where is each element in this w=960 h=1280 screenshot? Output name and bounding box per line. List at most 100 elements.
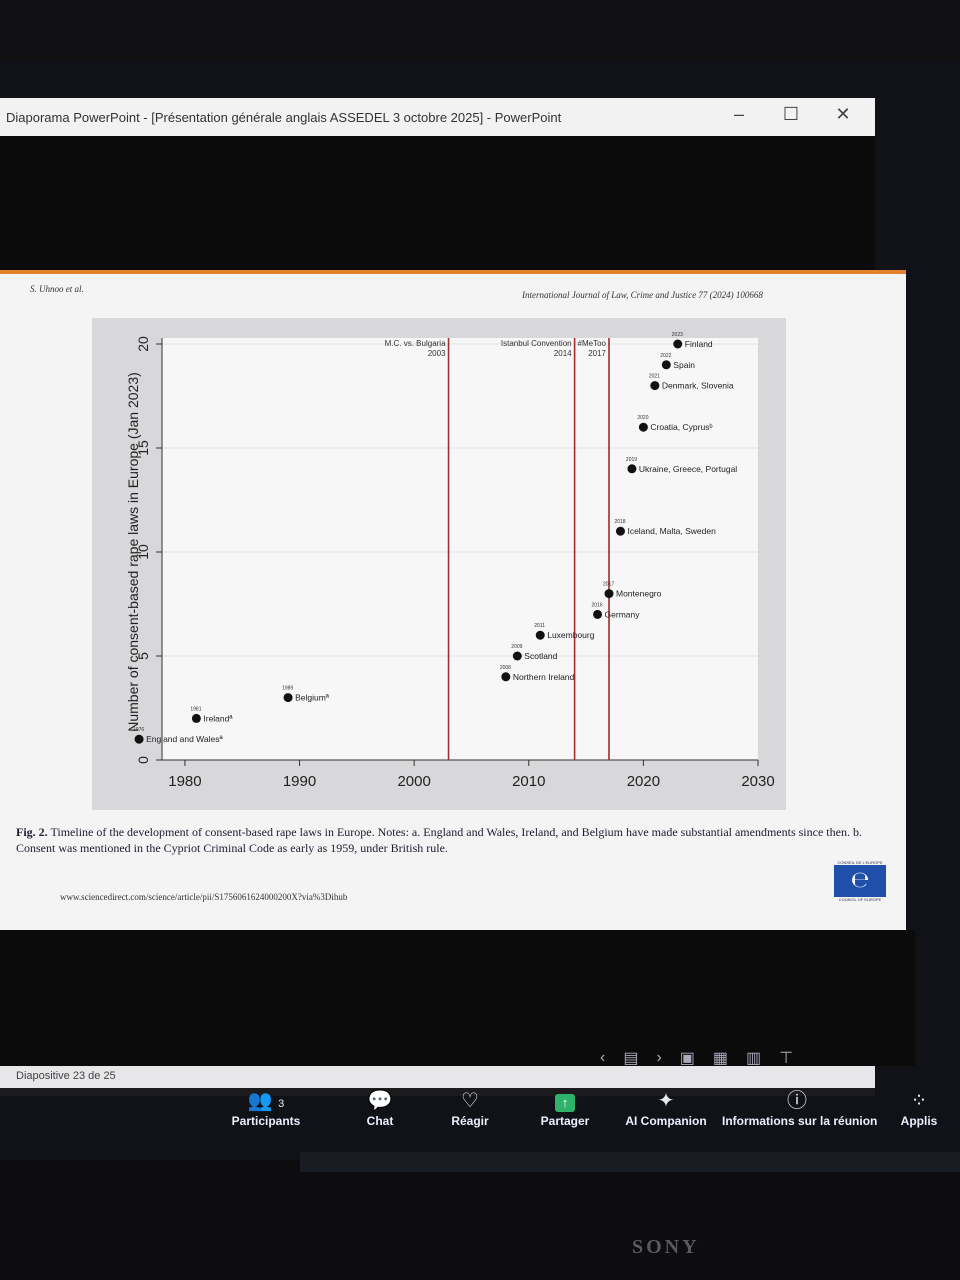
status-bar: Diapositive 23 de 25: [0, 1066, 875, 1088]
figure-caption: Fig. 2. Timeline of the development of c…: [16, 824, 896, 856]
event-line-label: #MeToo: [578, 339, 607, 348]
slide-accent-bar: [0, 270, 906, 274]
data-point: [627, 464, 637, 474]
ai-companion-button[interactable]: ✦ AI Companion: [618, 1088, 714, 1128]
slide-navigation: ‹ ▤ › ▣ ▦ ▥ ⊤: [600, 1046, 900, 1070]
data-point-label: Scotland: [524, 651, 557, 661]
x-tick-label: 2010: [512, 773, 545, 790]
window-title: Diaporama PowerPoint - [Présentation gén…: [6, 109, 562, 125]
event-line-year: 2014: [554, 349, 572, 358]
data-point-year: 2021: [649, 374, 660, 380]
heart-icon: ♡: [461, 1090, 479, 1112]
share-button[interactable]: ↑ Partager: [530, 1088, 600, 1128]
react-button[interactable]: ♡ Réagir: [440, 1088, 500, 1128]
close-button[interactable]: ✕: [835, 104, 851, 124]
data-point-year: 2023: [672, 332, 683, 338]
participants-icon: 👥: [247, 1090, 273, 1112]
previous-slide-button[interactable]: ‹: [600, 1049, 606, 1066]
meeting-info-label: Informations sur la réunion: [722, 1114, 878, 1128]
data-point-label: Luxembourg: [547, 630, 595, 640]
x-tick-label: 2020: [627, 773, 660, 790]
data-point-label: Irelandª: [203, 713, 233, 723]
data-point: [638, 422, 648, 432]
data-point: [501, 672, 511, 682]
reading-view-icon[interactable]: ▥: [746, 1050, 762, 1067]
event-line-year: 2017: [588, 349, 606, 358]
data-point-year: 2019: [626, 457, 637, 463]
data-point-year: 2022: [660, 353, 671, 359]
maximize-button[interactable]: ☐: [782, 104, 800, 124]
data-point-year: 1989: [282, 686, 293, 692]
data-point: [535, 630, 545, 640]
participants-button[interactable]: 👥 3 Participants: [226, 1088, 306, 1128]
caption-text: Timeline of the development of consent-b…: [16, 825, 862, 855]
minimize-button[interactable]: –: [733, 104, 744, 124]
journal-reference: International Journal of Law, Crime and …: [522, 290, 763, 300]
participants-count: 3: [278, 1098, 285, 1110]
y-tick-label: 0: [135, 756, 151, 764]
normal-view-icon[interactable]: ▣: [679, 1050, 695, 1067]
react-label: Réagir: [451, 1114, 489, 1128]
y-tick-label: 20: [135, 336, 151, 352]
meeting-info-button[interactable]: ⓘ Informations sur la réunion: [722, 1088, 878, 1128]
data-point: [650, 381, 660, 391]
data-point-label: Northern Ireland: [513, 672, 575, 682]
chat-label: Chat: [366, 1114, 394, 1128]
slide-canvas: S. Uhnoo et al. International Journal of…: [0, 270, 906, 930]
slideshow-icon[interactable]: ⊤: [779, 1050, 794, 1067]
timeline-chart: 0 5 10 15 20 1980 1990 2000 2010 2020 2030 Number o…: [125, 332, 775, 790]
next-slide-button[interactable]: ›: [656, 1049, 662, 1066]
data-point-label: Iceland, Malta, Sweden: [627, 526, 716, 536]
data-point: [283, 693, 293, 703]
x-tick-label: 2030: [741, 773, 774, 790]
x-tick-label: 1990: [283, 773, 316, 790]
x-tick-label: 2000: [397, 773, 430, 790]
y-tick-label: 5: [135, 652, 151, 660]
data-point: [191, 713, 201, 723]
source-url[interactable]: www.sciencedirect.com/science/article/pi…: [60, 892, 348, 902]
logo-icon: ℮: [834, 865, 886, 897]
data-point-year: 2011: [534, 623, 545, 629]
slides-grid-icon[interactable]: ▤: [623, 1050, 639, 1067]
apps-icon: ⁘: [910, 1090, 928, 1112]
chat-icon: 💬: [367, 1090, 393, 1112]
y-axis-label: Number of consent-based rape laws in Eur…: [125, 372, 141, 732]
data-point-label: Finland: [685, 339, 713, 349]
apps-label: Applis: [900, 1114, 938, 1128]
data-point: [134, 734, 144, 744]
data-point-year: 2017: [603, 582, 614, 588]
slide-counter: Diapositive 23 de 25: [16, 1070, 116, 1082]
data-point-label: Belgiumª: [295, 693, 330, 703]
data-point-label: Spain: [673, 360, 695, 370]
logo-bottom-text: COUNCIL OF EUROPE: [838, 897, 882, 902]
caption-label: Fig. 2.: [16, 825, 48, 839]
ai-companion-label: AI Companion: [625, 1114, 707, 1128]
data-point-year: 2008: [500, 665, 511, 671]
presenter-bottom-area: [0, 930, 915, 1066]
data-point-year: 2020: [637, 415, 648, 421]
slide-sorter-icon[interactable]: ▦: [712, 1050, 729, 1067]
data-point-year: 1981: [190, 706, 201, 712]
paper-authors: S. Uhnoo et al.: [30, 284, 84, 294]
council-of-europe-logo: CONSEIL DE L'EUROPE ℮ COUNCIL OF EUROPE: [834, 860, 886, 904]
chat-button[interactable]: 💬 Chat: [350, 1088, 410, 1128]
plot-area: [162, 338, 758, 760]
sparkle-icon: ✦: [657, 1090, 675, 1112]
data-point-label: Germany: [605, 609, 641, 619]
y-tick-label: 10: [135, 544, 151, 560]
apps-button[interactable]: ⁘ Applis: [894, 1088, 944, 1128]
data-point-label: Montenegro: [616, 589, 662, 599]
data-point-year: 1976: [133, 727, 144, 733]
data-point-year: 2009: [511, 644, 522, 650]
data-point-label: England and Walesª: [146, 734, 223, 744]
participants-label: Participants: [231, 1114, 301, 1128]
data-point-year: 2016: [592, 602, 603, 608]
data-point: [604, 589, 614, 599]
data-point-label: Ukraine, Greece, Portugal: [639, 464, 737, 474]
chart-panel: 0 5 10 15 20 1980 1990 2000 2010 2020 2030 Number o…: [92, 318, 786, 810]
data-point-year: 2018: [614, 519, 625, 525]
info-icon: ⓘ: [787, 1090, 807, 1112]
data-point-label: Croatia, Cyprusᵇ: [650, 422, 712, 432]
data-point: [615, 526, 625, 536]
logo-top-text: CONSEIL DE L'EUROPE: [837, 860, 883, 865]
